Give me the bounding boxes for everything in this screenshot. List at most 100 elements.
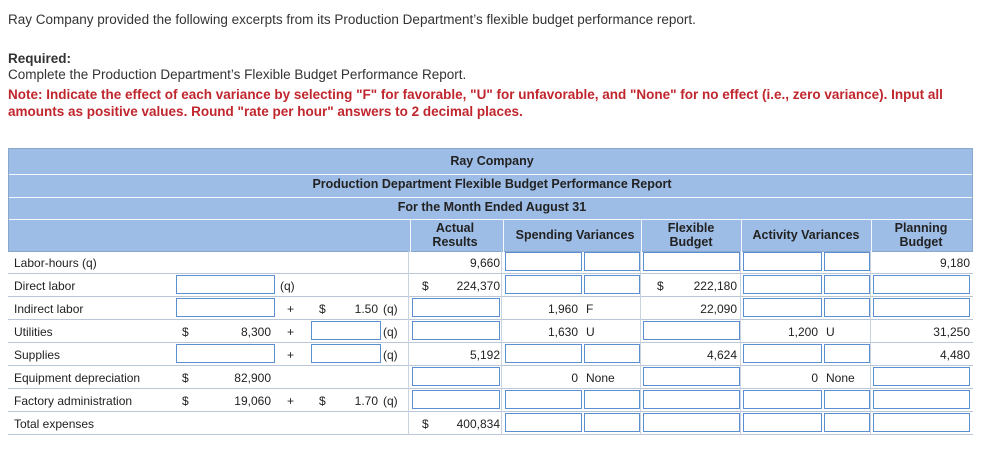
plus-sign: + [287,348,295,362]
spending-effect-select[interactable] [584,390,640,409]
q-label: (q) [383,325,398,339]
plus-sign: + [287,325,295,339]
flexible-budget-value: 222,180 [693,279,737,293]
spending-variance-input[interactable] [505,275,582,294]
planning-budget-input[interactable] [873,367,970,386]
spending-variance-value: 1,960 [547,302,578,316]
row-label: Labor-hours (q) [14,256,97,270]
activity-effect-select[interactable] [824,344,870,363]
report-company: Ray Company [450,154,534,168]
row-factory-administration: Factory administration $ 19,060 + $ 1.70… [8,389,973,412]
fixed-amount-input[interactable] [176,298,275,317]
rate-per-hour: 1.50 [354,302,378,316]
actual-value: 224,370 [456,279,500,293]
spending-effect: F [586,302,594,316]
activity-variance-input[interactable] [743,413,822,432]
rate-per-hour: 1.70 [354,394,378,408]
spending-effect-select[interactable] [584,275,640,294]
actual-value: 400,834 [456,417,500,431]
row-label: Supplies [14,348,61,362]
actual-results-input[interactable] [412,298,500,317]
fixed-amount-value: 82,900 [234,371,271,385]
col-flexible-budget: Flexible Budget [667,221,715,249]
activity-variance-input[interactable] [743,344,822,363]
row-label: Factory administration [14,394,133,408]
dollar-sign: $ [182,394,189,408]
activity-variance-value: 1,200 [787,325,818,339]
dollar-sign: $ [182,371,189,385]
dollar-sign: $ [319,302,326,316]
actual-value: 9,660 [469,256,500,270]
spending-effect-select[interactable] [584,413,640,432]
row-label: Direct labor [14,279,76,293]
row-total-expenses: Total expenses $ 400,834 [8,412,973,435]
spending-variance-value: 1,630 [547,325,578,339]
note-text: Note: Indicate the effect of each varian… [8,87,943,119]
activity-effect-select[interactable] [824,275,870,294]
rate-input[interactable] [311,344,381,363]
report-title: Production Department Flexible Budget Pe… [312,177,672,191]
spending-effect-select[interactable] [584,252,640,271]
activity-variance-input[interactable] [743,298,822,317]
activity-effect: None [826,371,855,385]
row-label: Indirect labor [14,302,84,316]
planning-budget-input[interactable] [873,298,970,317]
required-label: Required: [8,51,72,66]
activity-effect-select[interactable] [824,252,870,271]
planning-budget-input[interactable] [873,275,970,294]
q-label: (q) [280,279,295,293]
report-header: Ray Company Production Department Flexib… [8,148,973,253]
actual-results-input[interactable] [412,390,500,409]
flexible-budget-input[interactable] [643,321,740,340]
row-supplies: Supplies + (q) 5,192 4,624 4,480 [8,343,973,366]
activity-variance-input[interactable] [743,390,822,409]
spending-effect-select[interactable] [584,344,640,363]
dollar-sign: $ [422,279,429,293]
activity-variance-input[interactable] [743,275,822,294]
dollar-sign: $ [182,325,189,339]
spending-effect: None [586,371,615,385]
flexible-budget-input[interactable] [643,413,740,432]
activity-effect-select[interactable] [824,390,870,409]
activity-variance-value: 0 [811,371,818,385]
col-activity-variances: Activity Variances [752,228,860,242]
row-utilities: Utilities $ 8,300 + (q) 1,630 U 1,200 U … [8,320,973,343]
flexible-budget-value: 4,624 [706,348,737,362]
plus-sign: + [287,394,295,408]
rate-input[interactable] [311,321,381,340]
row-equipment-depreciation: Equipment depreciation $ 82,900 0 None 0… [8,366,973,389]
planning-budget-input[interactable] [873,413,970,432]
col-planning-budget: Planning Budget [894,221,948,249]
fixed-amount-value: 8,300 [240,325,271,339]
planning-budget-input[interactable] [873,390,970,409]
q-label: (q) [383,394,398,408]
dollar-sign: $ [422,417,429,431]
spending-variance-input[interactable] [505,413,582,432]
activity-effect-select[interactable] [824,413,870,432]
spending-variance-input[interactable] [505,390,582,409]
flexible-budget-input[interactable] [643,367,740,386]
row-label: Total expenses [14,417,95,431]
activity-effect-select[interactable] [824,298,870,317]
spending-variance-input[interactable] [505,344,582,363]
spending-variance-input[interactable] [505,252,582,271]
report-period: For the Month Ended August 31 [397,200,587,214]
fixed-amount-value: 19,060 [234,394,271,408]
fixed-amount-input[interactable] [176,344,275,363]
row-direct-labor: Direct labor (q) $ 224,370 $ 222,180 [8,274,973,297]
flexible-budget-input[interactable] [643,252,740,271]
q-label: (q) [383,302,398,316]
actual-results-input[interactable] [412,367,500,386]
actual-results-input[interactable] [412,321,500,340]
flex-dollar-sign: $ [657,279,664,293]
row-labor-hours: Labor-hours (q) 9,660 9,180 [8,251,973,274]
planning-value: 9,180 [939,256,970,270]
activity-variance-input[interactable] [743,252,822,271]
spending-effect: U [586,325,595,339]
planning-value: 4,480 [939,348,970,362]
row-label: Utilities [14,325,53,339]
flexible-budget-input[interactable] [643,390,740,409]
fixed-amount-input[interactable] [176,275,275,294]
q-label: (q) [383,348,398,362]
plus-sign: + [287,302,295,316]
